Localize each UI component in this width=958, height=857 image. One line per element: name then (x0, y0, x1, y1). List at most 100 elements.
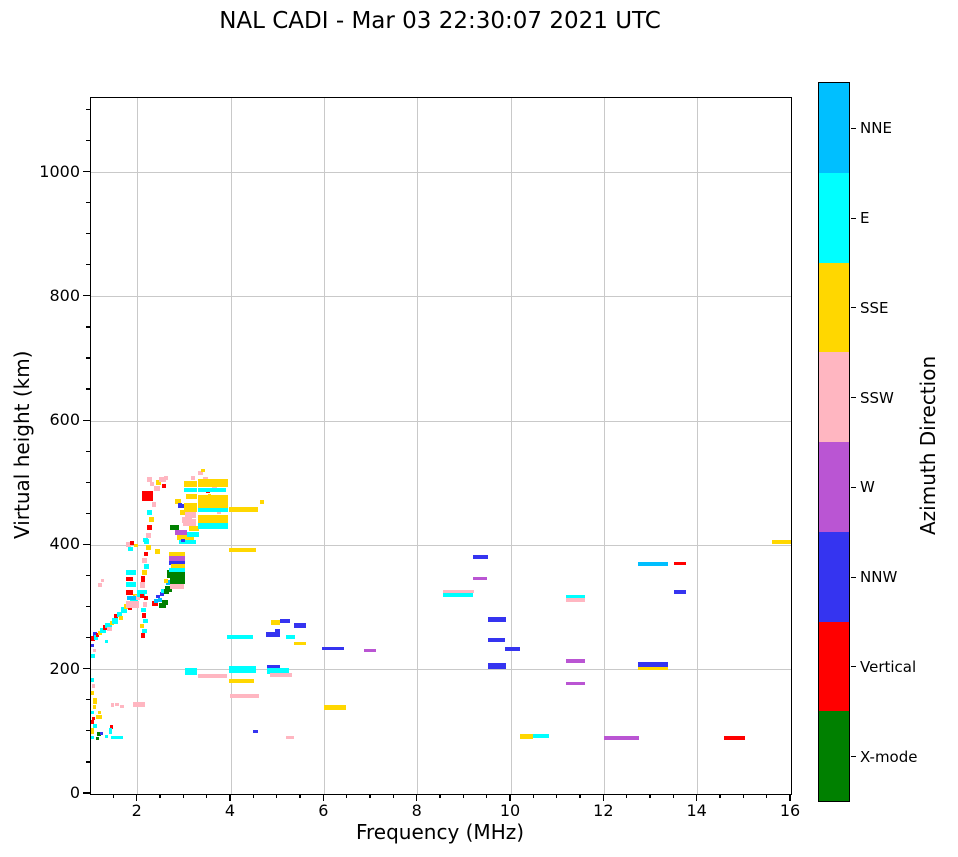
y-minor-tick (86, 730, 90, 732)
data-point (142, 589, 147, 595)
data-point (160, 592, 164, 596)
data-point (190, 475, 196, 480)
data-point (156, 594, 161, 599)
gridline-horizontal (91, 544, 791, 546)
data-point (140, 582, 145, 588)
colorbar-tick (851, 666, 856, 668)
gridline-vertical (230, 98, 232, 794)
x-tick-label: 10 (499, 801, 521, 820)
data-point (487, 616, 507, 623)
plot-area (90, 97, 792, 795)
data-point (92, 648, 97, 653)
data-point (136, 589, 146, 597)
x-major-tick (136, 794, 138, 801)
data-point (184, 487, 198, 493)
data-point (280, 619, 290, 624)
data-point (158, 602, 166, 609)
x-tick-label: 2 (131, 801, 142, 820)
data-point (187, 531, 200, 537)
x-major-tick (229, 794, 231, 801)
data-point (146, 545, 151, 551)
colorbar-tick (851, 397, 856, 399)
data-point (168, 556, 185, 561)
figure-title: NAL CADI - Mar 03 22:30:07 2021 UTC (219, 8, 661, 34)
data-point (95, 736, 99, 740)
x-minor-tick (626, 794, 628, 798)
y-minor-tick (86, 357, 90, 359)
data-point (170, 524, 179, 531)
data-point (110, 703, 114, 707)
data-point (143, 602, 148, 607)
colorbar-tick (851, 576, 856, 578)
data-point (154, 598, 159, 603)
data-point (520, 734, 534, 740)
data-point (566, 594, 585, 599)
data-point (102, 625, 107, 630)
data-point (144, 551, 148, 557)
data-point (161, 483, 166, 488)
data-point (163, 578, 168, 583)
data-point (198, 674, 228, 678)
gridline-vertical (510, 98, 512, 794)
data-point (198, 479, 229, 488)
data-point (142, 570, 147, 576)
y-tick-label: 0 (69, 783, 80, 802)
data-point (183, 519, 196, 526)
data-point (184, 503, 198, 512)
y-minor-tick (86, 761, 90, 763)
data-point (228, 665, 256, 673)
data-point (125, 541, 132, 547)
x-minor-tick (159, 794, 161, 798)
data-point (198, 487, 227, 493)
data-point (142, 629, 147, 634)
colorbar-label-x-mode: X-mode (860, 747, 918, 766)
data-point (100, 627, 106, 634)
colorbar-segment-vertical (819, 621, 849, 712)
data-point (96, 731, 101, 736)
data-point (168, 568, 185, 573)
colorbar-label-nne: NNE (860, 119, 892, 138)
data-point (151, 501, 157, 507)
data-point (566, 681, 585, 685)
data-point (364, 648, 376, 653)
data-point (158, 598, 162, 602)
data-point (324, 705, 346, 710)
y-tick-label: 800 (49, 285, 80, 305)
data-point (119, 735, 124, 739)
x-minor-tick (206, 794, 208, 798)
data-point (165, 579, 171, 585)
data-point (105, 622, 112, 629)
data-point (148, 517, 154, 523)
x-major-tick (322, 794, 324, 801)
data-point (154, 486, 161, 492)
data-point (163, 475, 169, 480)
data-point (175, 498, 181, 504)
data-point (275, 628, 280, 633)
colorbar-tick (851, 756, 856, 758)
colorbar-label-sse: SSE (860, 298, 889, 317)
y-minor-tick (86, 574, 90, 577)
data-point (100, 579, 105, 583)
data-point (92, 632, 97, 637)
x-minor-tick (579, 794, 581, 798)
data-point (149, 482, 154, 486)
data-point (228, 678, 255, 684)
data-point (91, 720, 95, 724)
data-point (91, 678, 95, 683)
data-point (156, 480, 161, 485)
gridline-vertical (417, 98, 419, 794)
data-point (505, 647, 521, 652)
data-point (127, 596, 136, 601)
x-minor-tick (369, 794, 371, 798)
x-major-tick (789, 794, 791, 801)
data-point (98, 583, 103, 588)
x-minor-tick (439, 794, 441, 798)
y-minor-tick (86, 233, 90, 235)
colorbar-segment-nne (819, 83, 849, 173)
data-point (189, 525, 200, 531)
data-point (198, 470, 203, 475)
data-point (91, 728, 95, 735)
data-point (443, 589, 475, 594)
y-minor-tick (86, 326, 90, 328)
